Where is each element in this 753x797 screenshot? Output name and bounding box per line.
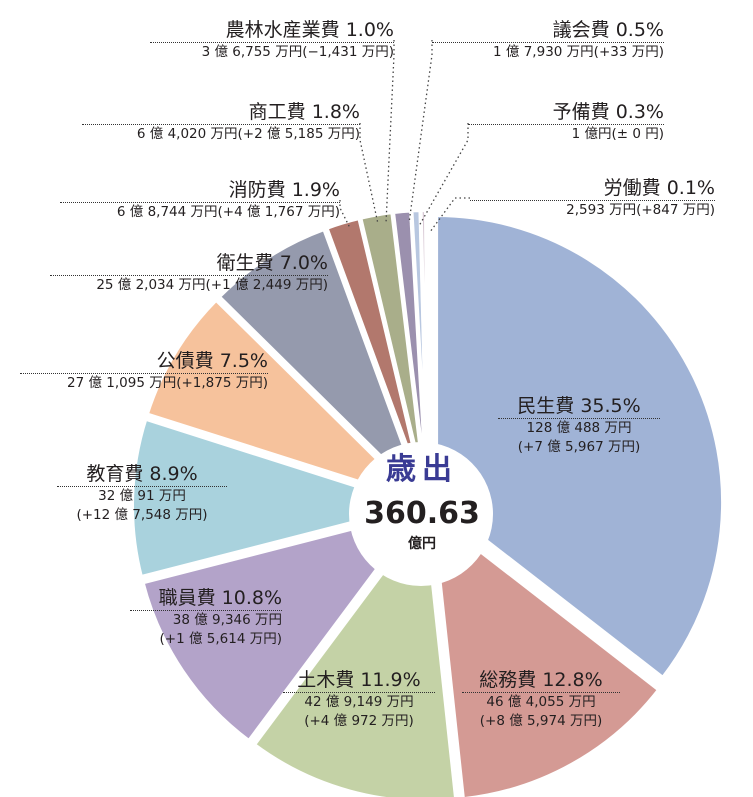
- label-nourin: 農林水産業費 1.0% 3 億 6,755 万円(−1,431 万円): [150, 18, 394, 62]
- slice-label: 職員費 10.8%: [130, 586, 282, 611]
- slice-amount: 1 億円(± 0 円): [571, 126, 664, 142]
- label-minsei: 民生費 35.5% 128 億 488 万円 (+7 億 5,967 万円): [498, 394, 660, 457]
- pie-slice: [130, 416, 422, 580]
- slice-label: 予備費 0.3%: [468, 100, 664, 125]
- label-somu: 総務費 12.8% 46 億 4,055 万円 (+8 億 5,974 万円): [462, 668, 620, 731]
- slice-label: 労働費 0.1%: [470, 176, 715, 201]
- pie-slice: [252, 512, 458, 797]
- label-kyoiku: 教育費 8.9% 32 億 91 万円 (+12 億 7,548 万円): [57, 462, 227, 525]
- slice-label: 消防費 1.9%: [60, 178, 340, 203]
- label-gikai: 議会費 0.5% 1 億 7,930 万円(+33 万円): [432, 18, 664, 62]
- slice-amount: 128 億 488 万円: [526, 420, 632, 436]
- pie-slice: [216, 227, 426, 501]
- pie-slice: [424, 208, 430, 499]
- center-total: 360.63: [364, 496, 480, 531]
- slice-label: 土木費 11.9%: [283, 668, 435, 693]
- slice-label: 衛生費 7.0%: [50, 251, 328, 276]
- pie-slice: [434, 213, 726, 680]
- slice-amount: 3 億 6,755 万円(−1,431 万円): [201, 44, 394, 60]
- slice-amount: 6 億 8,744 万円(+4 億 1,767 万円): [116, 204, 340, 220]
- slice-amount: 46 億 4,055 万円: [486, 694, 596, 710]
- slice-amount: 2,593 万円(+847 万円): [566, 202, 715, 218]
- label-doboku: 土木費 11.9% 42 億 9,149 万円 (+4 億 972 万円): [283, 668, 435, 731]
- label-rodo: 労働費 0.1% 2,593 万円(+847 万円): [470, 176, 715, 220]
- slice-change: (+4 億 972 万円): [304, 713, 414, 729]
- slice-change: (+7 億 5,967 万円): [517, 439, 641, 455]
- slice-change: (+8 億 5,974 万円): [479, 713, 603, 729]
- pie-slices: [130, 208, 726, 797]
- pie-slice: [430, 511, 662, 797]
- center-title: 歳出: [386, 452, 458, 487]
- label-shokuin: 職員費 10.8% 38 億 9,346 万円 (+1 億 5,614 万円): [130, 586, 282, 649]
- slice-label: 議会費 0.5%: [432, 18, 664, 43]
- label-shobo: 消防費 1.9% 6 億 8,744 万円(+4 億 1,767 万円): [60, 178, 340, 222]
- slice-amount: 42 億 9,149 万円: [304, 694, 414, 710]
- slice-label: 教育費 8.9%: [57, 462, 227, 487]
- pie-slice: [140, 509, 423, 744]
- slice-amount: 1 億 7,930 万円(+33 万円): [493, 44, 664, 60]
- label-shoko: 商工費 1.8% 6 億 4,020 万円(+2 億 5,185 万円): [82, 100, 360, 144]
- slice-amount: 32 億 91 万円: [98, 488, 186, 504]
- slice-change: (+12 億 7,548 万円): [76, 507, 208, 523]
- slice-amount: 38 億 9,346 万円: [172, 612, 282, 628]
- slice-label: 農林水産業費 1.0%: [150, 18, 394, 43]
- center-hole: [349, 442, 493, 586]
- slice-change: (+1 億 5,614 万円): [159, 631, 282, 647]
- center-unit: 億円: [408, 536, 436, 552]
- label-eisei: 衛生費 7.0% 25 億 2,034 万円(+1 億 2,449 万円): [50, 251, 328, 295]
- slice-label: 総務費 12.8%: [462, 668, 620, 693]
- slice-amount: 27 億 1,095 万円(+1,875 万円): [67, 375, 268, 391]
- pie-slice: [144, 297, 423, 504]
- label-kousai: 公債費 7.5% 27 億 1,095 万円(+1,875 万円): [20, 349, 268, 393]
- slice-amount: 6 億 4,020 万円(+2 億 5,185 万円): [136, 126, 360, 142]
- label-yobi: 予備費 0.3% 1 億円(± 0 円): [468, 100, 664, 144]
- slice-amount: 25 億 2,034 万円(+1 億 2,449 万円): [96, 277, 328, 293]
- leader-lines: [339, 40, 470, 233]
- slice-label: 公債費 7.5%: [20, 349, 268, 374]
- slice-label: 民生費 35.5%: [498, 394, 660, 419]
- slice-label: 商工費 1.8%: [82, 100, 360, 125]
